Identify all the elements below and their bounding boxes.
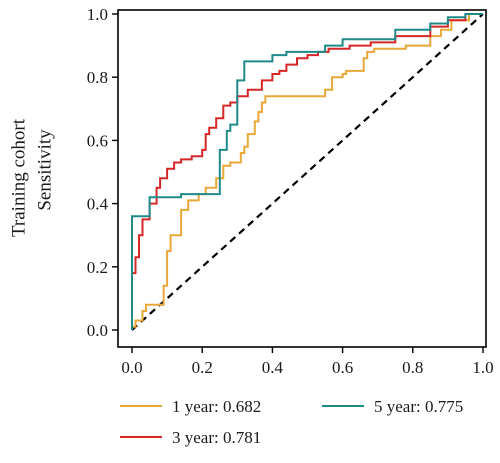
x-tick-label: 1.0 (472, 358, 493, 377)
legend-label-1: 1 year: 0.682 (172, 397, 261, 416)
y-axis-label-sensitivity: Sensitivity (35, 129, 56, 211)
x-tick-label: 0.8 (402, 358, 423, 377)
axes: 0.0 0.2 0.4 0.6 0.8 1.0 0.0 0.2 0.4 0.6 0.8 1.0 (87, 5, 494, 377)
legend-label-2: 3 year: 0.781 (172, 428, 261, 447)
legend-label-3: 5 year: 0.775 (374, 397, 463, 416)
diagonal-reference-line (131, 13, 484, 331)
plot-frame (117, 9, 487, 348)
series-line-2 (131, 13, 483, 330)
series-line-1 (131, 13, 483, 330)
y-tick-label: 0.4 (87, 195, 109, 214)
y-tick-label: 0.6 (87, 131, 108, 150)
legend: 1 year: 0.682 3 year: 0.781 5 year: 0.775 (120, 397, 463, 447)
x-tick-label: 0.2 (192, 358, 213, 377)
series-line-3 (131, 13, 483, 330)
x-tick-label: 0.4 (262, 358, 284, 377)
x-tick-label: 0.0 (121, 358, 142, 377)
y-tick-label: 0.0 (87, 321, 108, 340)
y-tick-label: 0.8 (87, 68, 108, 87)
y-tick-label: 1.0 (87, 5, 108, 24)
y-axis-label-group: Training cohort Sensitivity (9, 118, 56, 237)
y-tick-label: 0.2 (87, 258, 108, 277)
x-tick-label: 0.6 (332, 358, 353, 377)
plot-area (131, 13, 484, 331)
y-axis-label-cohort: Training cohort (9, 118, 30, 237)
